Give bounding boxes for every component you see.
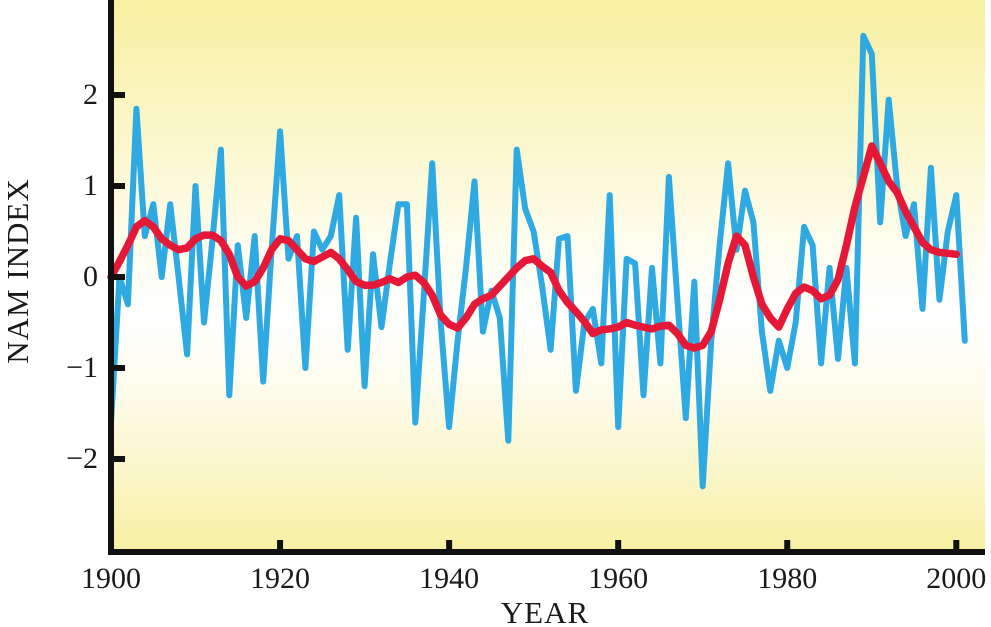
- x-tick-marks: [108, 540, 960, 550]
- x-tick-mark: [953, 540, 960, 550]
- axes: [108, 0, 985, 555]
- y-tick-marks: [113, 92, 125, 462]
- x-tick-mark: [108, 540, 114, 550]
- x-tick-label: 1940: [419, 562, 480, 595]
- y-tick-mark: [113, 365, 125, 371]
- x-tick-label: 1920: [250, 562, 311, 595]
- smoothed-series-line: [107, 142, 961, 352]
- y-tick-label: 2: [83, 78, 98, 111]
- y-tick-mark: [113, 456, 125, 462]
- y-tick-mark: [113, 92, 125, 98]
- x-axis-line: [108, 549, 985, 555]
- x-tick-mark: [615, 540, 622, 550]
- y-tick-label: −1: [66, 351, 98, 384]
- x-tick-label: 1960: [588, 562, 649, 595]
- x-tick-mark: [784, 540, 791, 550]
- x-tick-mark: [277, 540, 284, 550]
- y-tick-mark: [113, 183, 125, 189]
- y-tick-label: 1: [83, 169, 98, 202]
- x-axis-title: YEAR: [500, 595, 590, 627]
- y-tick-mark: [113, 274, 125, 280]
- x-tick-mark: [446, 540, 453, 550]
- y-axis-title: NAM INDEX: [0, 178, 35, 364]
- y-tick-label: −2: [66, 442, 98, 475]
- x-tick-label: 2000: [926, 562, 987, 595]
- y-tick-label: 0: [83, 260, 98, 293]
- x-tick-label: 1900: [81, 562, 141, 595]
- x-tick-label: 1980: [757, 562, 818, 595]
- y-axis-line: [108, 0, 114, 555]
